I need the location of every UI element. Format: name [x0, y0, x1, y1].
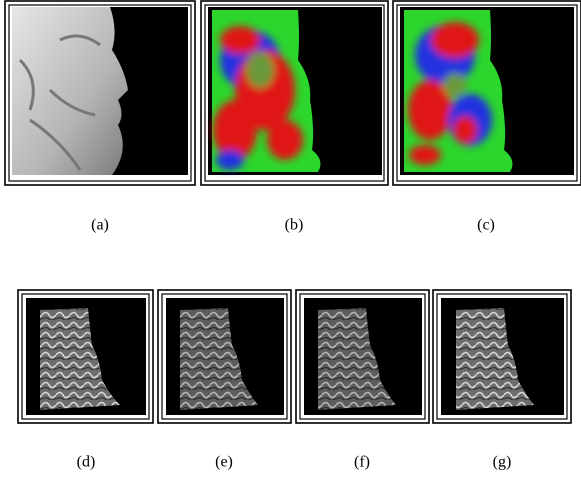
panel-d	[18, 290, 153, 423]
figure-shape	[246, 52, 274, 88]
panel-label: (c)	[477, 217, 495, 234]
panel-label: (f)	[354, 454, 370, 471]
figure-shape	[216, 150, 244, 170]
panel-label: (e)	[215, 454, 233, 471]
figure-shape	[453, 116, 477, 144]
panel-label: (a)	[91, 217, 109, 234]
figure-shape	[220, 26, 260, 54]
figure-shape	[409, 145, 441, 165]
panel-a	[5, 1, 195, 185]
figure-shape	[267, 120, 303, 160]
panel-c	[393, 1, 581, 185]
figure-shape	[431, 22, 479, 58]
panel-g	[433, 290, 571, 423]
panel-b	[201, 1, 388, 185]
figure-page: (a) (b) (c) (d) (e) (f) (g) (() => { con…	[0, 0, 581, 480]
panel-label: (b)	[285, 217, 304, 234]
panel-e	[158, 290, 291, 423]
figure-shape	[12, 7, 128, 175]
panel-label: (d)	[77, 454, 96, 471]
figure: (a) (b) (c) (d) (e) (f) (g)	[0, 0, 581, 480]
panel-label: (g)	[493, 454, 512, 471]
page: {"panels": [{"label": "(a)"}, {"label": …	[0, 0, 581, 480]
figure-shape	[443, 73, 467, 97]
panel-f	[296, 290, 429, 423]
